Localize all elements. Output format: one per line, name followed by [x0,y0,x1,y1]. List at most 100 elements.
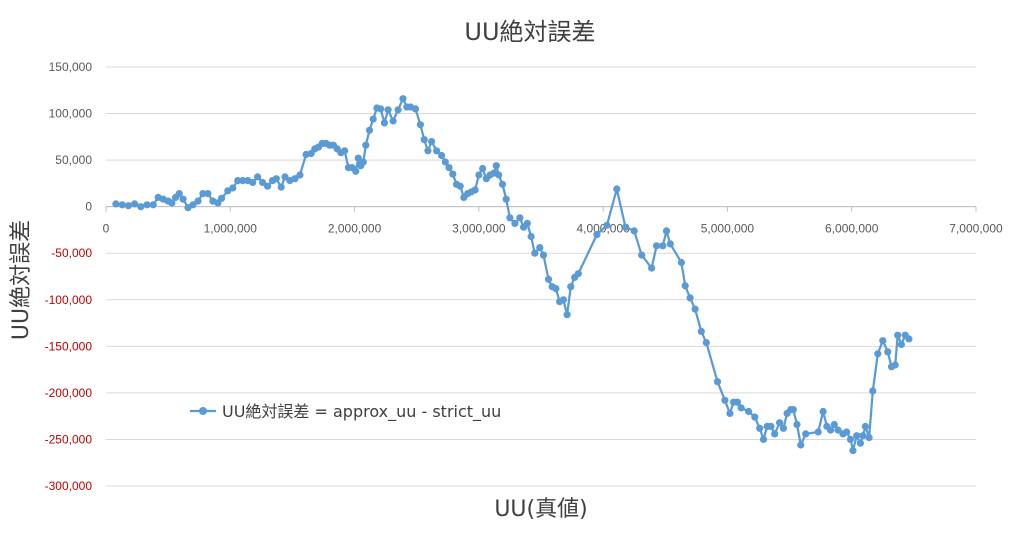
data-point [352,167,360,175]
data-point [793,420,801,429]
data-point [479,164,487,173]
data-point [563,311,571,319]
data-point [239,177,247,185]
data-point [445,164,453,172]
data-point [523,219,531,227]
data-point [420,136,428,144]
data-point [359,158,367,166]
y-axis-ticks: 150,000 100,000 50,000 0 -50,000 -100,000 -150… [45,60,93,493]
y-tick-label: -250,000 [45,432,93,446]
legend: UU絶対誤差 = approx_uu - strict_uu [190,402,501,422]
data-point [666,240,674,248]
data-point [713,378,722,386]
data-point [389,117,397,125]
data-point [897,340,906,349]
data-point [229,184,237,192]
data-point [384,106,392,114]
data-point [702,339,710,347]
x-axis [105,206,977,212]
data-point [894,331,902,339]
data-point [726,409,734,417]
data-point [411,105,420,113]
data-point [377,105,385,113]
data-point [776,419,784,427]
data-point [492,162,500,170]
data-point [131,200,139,208]
data-point [516,214,524,222]
data-point [441,158,449,166]
data-point [797,441,805,449]
data-point [428,137,436,146]
y-axis-label: UU絶対誤差 [9,220,34,340]
data-point [277,183,285,191]
data-point [498,180,507,188]
y-tick-label: -200,000 [45,386,93,400]
data-point [399,95,407,103]
data-point [204,190,212,198]
data-point [539,251,548,259]
data-point [536,244,544,252]
data-point [416,121,424,129]
data-point [438,151,446,160]
data-point [756,424,764,432]
data-point [124,202,132,210]
data-point [354,154,362,162]
data-point [475,171,483,179]
data-point [879,337,887,345]
data-point [291,175,299,183]
data-point [846,435,855,443]
data-point [380,119,388,127]
data-point [199,190,207,198]
data-point [662,227,671,235]
data-point [502,195,510,203]
data-point [527,232,535,241]
y-tick-label: -150,000 [45,339,93,353]
data-point [834,426,842,434]
x-tick-label: 2,000,000 [328,222,382,236]
data-point [567,283,575,291]
data-point [737,404,745,412]
data-point [118,201,126,209]
data-point [296,171,304,179]
x-tick-label: 0 [103,222,110,236]
x-axis-label: UU(真値) [494,497,587,522]
data-point [648,264,656,272]
data-point [264,182,272,190]
data-point [506,214,514,222]
x-tick-label: 5,000,000 [701,222,755,236]
data-point [621,223,630,231]
data-point [511,219,519,227]
x-axis-ticks: 0 1,000,000 2,000,000 3,000,000 4,000,000 5,0… [103,222,1003,236]
chart-title: UU絶対誤差 [464,18,595,46]
data-point [194,197,202,205]
data-point [168,199,176,207]
data-point [869,387,877,395]
data-point [424,147,432,155]
data-point [884,348,892,356]
data-point [814,428,822,436]
data-point [259,178,267,187]
data-point [745,407,753,416]
data-point [819,407,827,416]
y-tick-label: -300,000 [45,479,93,493]
data-point [574,270,582,278]
data-point [827,426,835,434]
data-point [143,201,151,209]
data-point [341,147,349,155]
data-point [369,115,377,123]
data-point [905,335,913,343]
data-point [751,413,759,421]
data-point [802,430,810,438]
data-point [112,200,120,208]
x-tick-label: 7,000,000 [949,222,1003,236]
data-point [149,201,157,209]
data-point [559,296,568,304]
x-tick-label: 3,000,000 [452,222,506,236]
data-point [721,396,729,404]
data-point [733,398,742,406]
data-point [853,432,861,440]
data-point [362,141,370,149]
data-point [843,428,851,436]
